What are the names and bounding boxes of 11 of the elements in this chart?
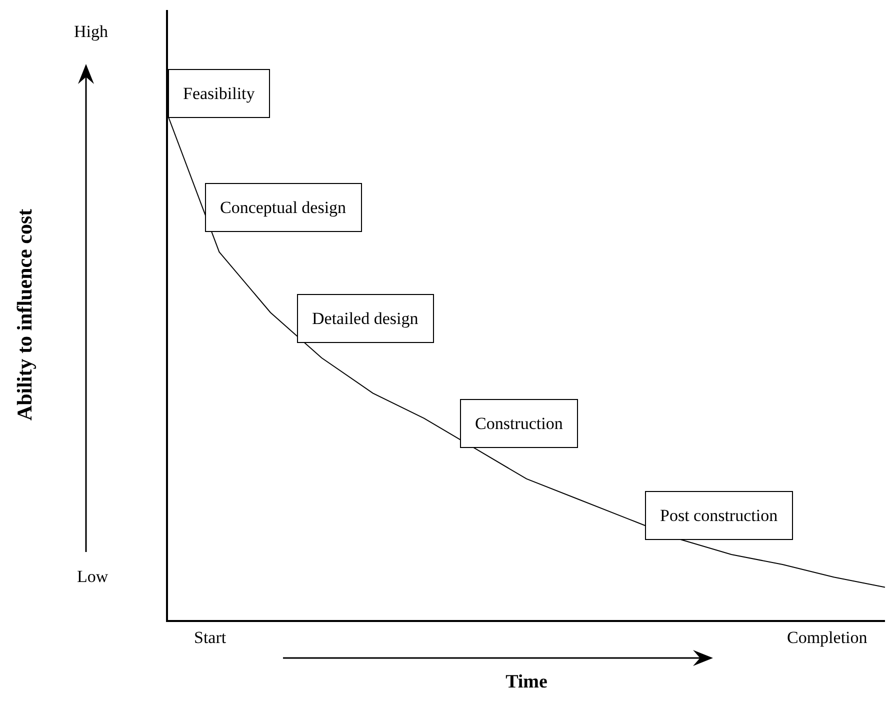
- text: Start: [194, 628, 226, 647]
- text: Completion: [787, 628, 868, 647]
- text: Feasibility: [183, 84, 256, 103]
- text: Ability to influence cost: [12, 208, 37, 421]
- annotation: Conceptual design: [220, 198, 347, 217]
- annotation: Construction: [475, 414, 564, 433]
- text: Low: [77, 567, 109, 586]
- annotation: Post construction: [660, 506, 778, 525]
- x-axis-title: Time: [506, 671, 548, 692]
- annotation: Detailed design: [312, 309, 419, 328]
- text: High: [74, 22, 108, 41]
